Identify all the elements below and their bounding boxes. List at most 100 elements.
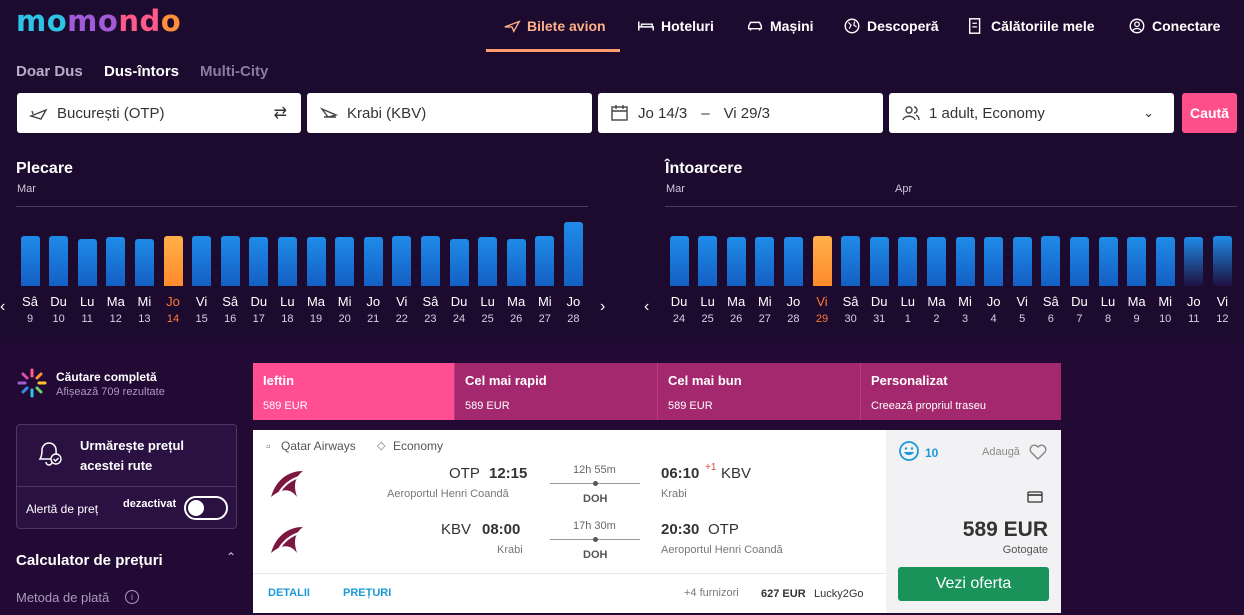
trip-oneway[interactable]: Doar Dus — [16, 63, 83, 80]
return-day-label[interactable]: Lu — [1100, 294, 1116, 309]
departure-day-number[interactable]: 21 — [367, 313, 380, 325]
date-field[interactable]: Jo 14/3 – Vi 29/3 — [598, 93, 883, 133]
return-price-bar[interactable] — [869, 237, 889, 286]
departure-price-bar[interactable] — [249, 237, 269, 286]
price-alert-toggle[interactable] — [184, 496, 228, 520]
return-day-label[interactable]: Vi — [1216, 294, 1229, 309]
departure-day-label[interactable]: Sâ — [422, 294, 439, 309]
departure-day-number[interactable]: 9 — [26, 313, 34, 325]
departure-day-label[interactable]: Mi — [137, 294, 152, 309]
return-price-bar[interactable] — [669, 236, 689, 286]
return-day-label[interactable]: Jo — [786, 294, 801, 309]
heart-icon[interactable] — [1029, 444, 1047, 460]
return-day-label[interactable]: Lu — [900, 294, 916, 309]
departure-price-bar[interactable] — [335, 237, 355, 286]
return-day-number[interactable]: 11 — [1188, 313, 1200, 325]
departure-day-number[interactable]: 22 — [395, 313, 408, 325]
departure-day-label[interactable]: Ma — [106, 294, 125, 309]
nav-login[interactable]: Conectare — [1128, 0, 1220, 52]
return-day-label[interactable]: Sâ — [1042, 294, 1059, 309]
departure-price-bar[interactable] — [163, 236, 183, 286]
nav-discover[interactable]: Descoperă — [843, 0, 939, 52]
return-day-label[interactable]: Ma — [1127, 294, 1146, 309]
return-price-bar[interactable] — [755, 237, 775, 286]
return-price-bar[interactable] — [1184, 237, 1204, 286]
departure-price-bar[interactable] — [220, 236, 240, 286]
return-day-number[interactable]: 12 — [1216, 313, 1229, 325]
details-link[interactable]: DETALII — [268, 587, 310, 599]
departure-price-bar[interactable] — [77, 239, 97, 286]
departure-day-number[interactable]: 23 — [424, 313, 437, 325]
departure-price-bar[interactable] — [192, 236, 212, 286]
departure-price-bar[interactable] — [106, 237, 126, 286]
return-day-number[interactable]: 3 — [961, 313, 969, 325]
departure-day-number[interactable]: 18 — [281, 313, 294, 325]
return-day-number[interactable]: 10 — [1159, 313, 1172, 325]
departure-day-number[interactable]: 13 — [138, 313, 151, 325]
return-day-label[interactable]: Ma — [727, 294, 746, 309]
departure-price-bar[interactable] — [535, 236, 555, 286]
departure-day-label[interactable]: Du — [50, 294, 67, 309]
return-day-number[interactable]: 8 — [1104, 313, 1112, 325]
prices-link[interactable]: PREȚURI — [343, 587, 392, 599]
departure-day-label[interactable]: Mi — [537, 294, 552, 309]
departure-day-label[interactable]: Du — [250, 294, 268, 309]
departure-day-number[interactable]: 24 — [452, 313, 466, 325]
view-offer-button[interactable]: Vezi oferta — [898, 567, 1049, 601]
return-day-number[interactable]: 26 — [730, 313, 743, 325]
departure-day-label[interactable]: Vi — [195, 294, 208, 309]
departure-day-number[interactable]: 19 — [309, 313, 323, 325]
departure-day-number[interactable]: 26 — [510, 313, 523, 325]
search-button[interactable]: Caută — [1182, 93, 1237, 133]
price-calculator-title[interactable]: Calculator de prețuri — [16, 552, 163, 569]
departure-price-bar[interactable] — [392, 236, 412, 286]
departure-day-number[interactable]: 11 — [81, 313, 93, 325]
return-price-bar[interactable] — [841, 236, 861, 286]
return-day-label[interactable]: Vi — [1016, 294, 1028, 309]
departure-price-bar[interactable] — [20, 236, 40, 286]
return-day-number[interactable]: 24 — [672, 313, 686, 325]
nav-hotels[interactable]: Hoteluri — [637, 0, 714, 52]
departure-price-bar[interactable] — [49, 236, 69, 286]
departure-price-bar[interactable] — [306, 237, 326, 286]
destination-field[interactable]: Krabi (KBV) — [307, 93, 592, 133]
return-price-bar[interactable] — [1212, 236, 1232, 286]
chevron-up-icon[interactable]: ⌃ — [226, 550, 237, 564]
result-card[interactable]: ⟓ Qatar Airways ◇ Economy OTP 12:15 Aero… — [253, 430, 886, 613]
return-price-bar[interactable] — [1041, 236, 1061, 286]
info-icon[interactable]: i — [125, 590, 139, 604]
return-day-number[interactable]: 5 — [1019, 313, 1026, 325]
return-price-bar[interactable] — [926, 237, 946, 286]
return-day-label[interactable]: Sâ — [842, 294, 859, 309]
return-day-number[interactable]: 2 — [933, 313, 940, 325]
travelers-field[interactable]: 1 adult, Economy ⌄ — [889, 93, 1174, 133]
nav-trips[interactable]: Călătoriile mele — [967, 0, 1095, 52]
return-price-bar[interactable] — [1069, 237, 1089, 286]
tab-best[interactable]: Cel mai bun 589 EUR — [658, 363, 861, 420]
departure-day-label[interactable]: Mi — [337, 294, 352, 309]
departure-day-label[interactable]: Ma — [507, 294, 526, 309]
return-day-number[interactable]: 4 — [990, 313, 997, 325]
momondo-logo[interactable]: momondo — [16, 4, 182, 38]
return-day-label[interactable]: Ma — [927, 294, 946, 309]
return-price-bar[interactable] — [1155, 237, 1175, 286]
return-day-number[interactable]: 27 — [758, 313, 771, 325]
tab-custom[interactable]: Personalizat Creează propriul traseu — [861, 363, 1061, 420]
tab-fastest[interactable]: Cel mai rapid 589 EUR — [455, 363, 658, 420]
departure-price-bar[interactable] — [277, 237, 297, 286]
trip-multicity[interactable]: Multi-City — [200, 63, 269, 80]
departure-next-arrow[interactable]: › — [600, 298, 606, 315]
return-price-bar[interactable] — [984, 237, 1004, 286]
departure-day-number[interactable]: 27 — [538, 313, 551, 325]
return-price-bar[interactable] — [812, 236, 832, 286]
return-day-number[interactable]: 29 — [815, 313, 829, 325]
return-day-number[interactable]: 6 — [1047, 313, 1054, 325]
departure-day-label[interactable]: Jo — [566, 294, 581, 309]
departure-price-bar[interactable] — [420, 236, 440, 286]
return-price-bar[interactable] — [955, 237, 975, 286]
return-price-bar[interactable] — [1098, 237, 1118, 286]
departure-prev-arrow[interactable]: ‹ — [0, 298, 6, 315]
return-prev-arrow[interactable]: ‹ — [644, 298, 650, 315]
trip-roundtrip[interactable]: Dus-întors — [104, 63, 179, 80]
departure-price-bar[interactable] — [506, 239, 526, 286]
